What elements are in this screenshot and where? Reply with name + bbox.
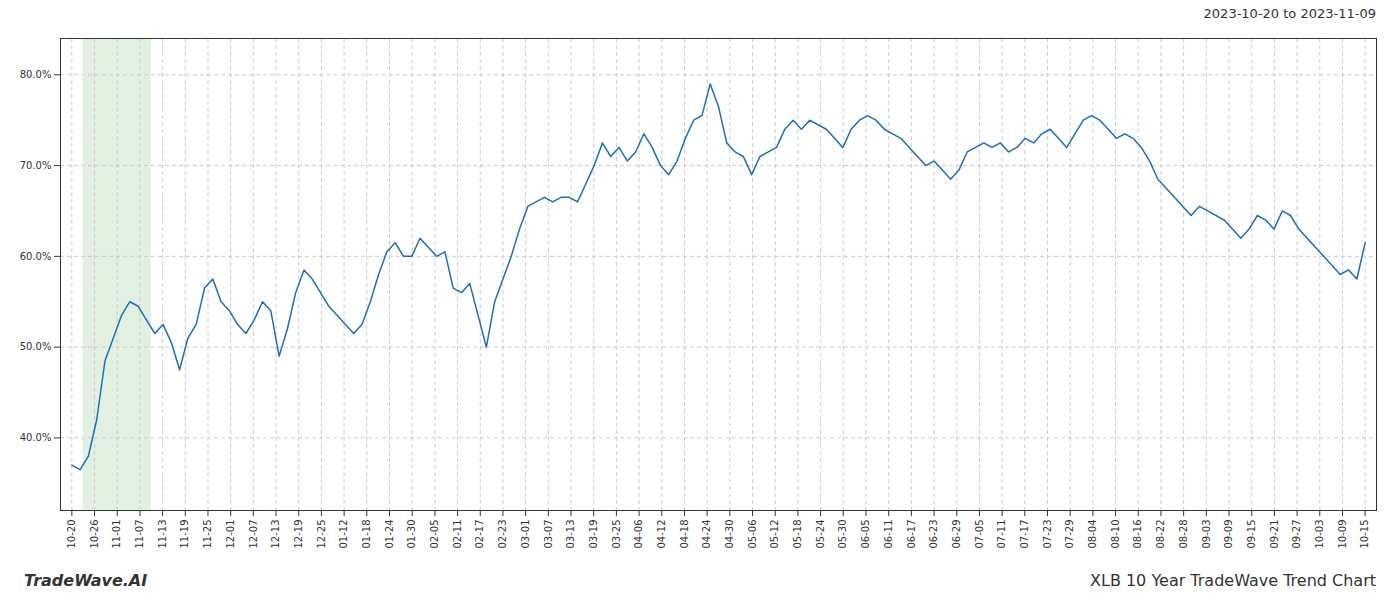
svg-text:06-29: 06-29 [951, 520, 962, 549]
svg-text:03-01: 03-01 [520, 520, 531, 549]
svg-text:09-21: 09-21 [1269, 520, 1280, 549]
svg-text:12-25: 12-25 [316, 520, 327, 549]
svg-text:04-18: 04-18 [679, 520, 690, 549]
svg-text:07-05: 07-05 [974, 520, 985, 549]
svg-text:01-30: 01-30 [406, 520, 417, 549]
svg-text:07-29: 07-29 [1064, 520, 1075, 549]
svg-text:06-17: 06-17 [906, 520, 917, 549]
svg-text:11-19: 11-19 [179, 520, 190, 549]
svg-text:07-23: 07-23 [1042, 520, 1053, 549]
svg-text:08-16: 08-16 [1132, 520, 1143, 549]
svg-text:12-13: 12-13 [270, 520, 281, 549]
html-text:TradeWave.AI: TradeWave.AI [24, 570, 148, 590]
svg-text:02-23: 02-23 [497, 520, 508, 549]
svg-text:01-12: 01-12 [338, 520, 349, 549]
svg-text:03-13: 03-13 [565, 520, 576, 549]
svg-text:01-24: 01-24 [384, 520, 395, 549]
svg-text:10-15: 10-15 [1359, 520, 1370, 549]
svg-text:80.0%: 80.0% [20, 69, 52, 80]
svg-text:70.0%: 70.0% [20, 160, 52, 171]
svg-text:06-23: 06-23 [928, 520, 939, 549]
svg-text:11-07: 11-07 [134, 520, 145, 549]
svg-text:10-03: 10-03 [1314, 520, 1325, 549]
svg-text:50.0%: 50.0% [20, 341, 52, 352]
svg-text:04-12: 04-12 [656, 520, 667, 549]
svg-text:10-09: 10-09 [1337, 520, 1348, 549]
svg-text:04-06: 04-06 [633, 520, 644, 549]
svg-text:02-11: 02-11 [452, 520, 463, 549]
html-text:2023-10-20 to 2023-11-09: 2023-10-20 to 2023-11-09 [1203, 5, 1376, 21]
svg-text:01-18: 01-18 [361, 520, 372, 549]
svg-text:10-26: 10-26 [89, 520, 100, 549]
svg-text:06-11: 06-11 [883, 520, 894, 549]
svg-text:03-07: 03-07 [543, 520, 554, 549]
svg-text:07-11: 07-11 [996, 520, 1007, 549]
svg-text:11-13: 11-13 [157, 520, 168, 549]
svg-text:04-30: 04-30 [724, 520, 735, 549]
svg-text:04-24: 04-24 [701, 520, 712, 549]
svg-text:03-19: 03-19 [588, 520, 599, 549]
svg-text:09-09: 09-09 [1223, 520, 1234, 549]
svg-text:12-07: 12-07 [248, 520, 259, 549]
svg-text:03-25: 03-25 [611, 520, 622, 549]
svg-text:11-25: 11-25 [202, 520, 213, 549]
svg-text:07-17: 07-17 [1019, 520, 1030, 549]
svg-text:08-28: 08-28 [1178, 520, 1189, 549]
svg-text:02-05: 02-05 [429, 520, 440, 549]
svg-text:05-24: 05-24 [815, 520, 826, 549]
svg-text:08-10: 08-10 [1110, 520, 1121, 549]
svg-text:05-30: 05-30 [837, 520, 848, 549]
svg-text:05-06: 05-06 [747, 520, 758, 549]
svg-text:06-05: 06-05 [860, 520, 871, 549]
svg-text:09-27: 09-27 [1291, 520, 1302, 549]
svg-text:09-03: 09-03 [1201, 520, 1212, 549]
svg-text:10-20: 10-20 [66, 520, 77, 549]
svg-text:60.0%: 60.0% [20, 251, 52, 262]
svg-text:05-12: 05-12 [769, 520, 780, 549]
svg-text:12-19: 12-19 [293, 520, 304, 549]
html-text:XLB 10 Year TradeWave Trend Ch: XLB 10 Year TradeWave Trend Chart [1090, 570, 1376, 590]
svg-text:09-15: 09-15 [1246, 520, 1257, 549]
svg-text:08-22: 08-22 [1155, 520, 1166, 549]
svg-text:02-17: 02-17 [474, 520, 485, 549]
svg-text:11-01: 11-01 [111, 520, 122, 549]
svg-text:05-18: 05-18 [792, 520, 803, 549]
svg-text:40.0%: 40.0% [20, 432, 52, 443]
svg-text:08-04: 08-04 [1087, 520, 1098, 549]
svg-text:12-01: 12-01 [225, 520, 236, 549]
